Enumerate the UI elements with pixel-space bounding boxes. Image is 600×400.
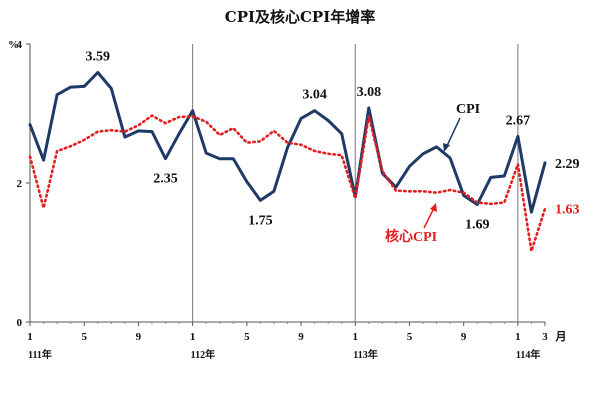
- series-label-cpi-arrow: [445, 117, 461, 149]
- data-label: 2.35: [153, 172, 178, 187]
- data-label: 3.04: [302, 88, 327, 103]
- series-label-core-cpi: 核心CPI: [385, 228, 437, 245]
- x-tick-label: 9: [298, 331, 304, 343]
- year-separators: [192, 44, 519, 322]
- core-cpi-series-line: [28, 114, 547, 253]
- x-tick-label: 1: [27, 331, 33, 343]
- y-tick-label: 0: [17, 317, 23, 329]
- data-label: 1.63: [555, 203, 580, 218]
- year-label: 112年: [191, 348, 215, 361]
- data-label: 1.69: [465, 218, 490, 233]
- labels-layer: 3.59 2.35 1.75 3.04 3.08 1.69 2.67 2.29 1.63 CPI 核…: [86, 49, 580, 245]
- x-tick-label: 5: [407, 331, 413, 343]
- year-label: 114年: [516, 348, 540, 361]
- y-tick-label: 4: [17, 39, 23, 51]
- series-label-cpi-arrowhead: [443, 143, 450, 152]
- data-label: 1.75: [248, 213, 273, 228]
- x-tick-label: 1: [353, 331, 359, 343]
- series-label-core-cpi-arrow: [423, 207, 435, 229]
- data-label: 2.67: [506, 113, 531, 128]
- year-label: 113年: [353, 348, 377, 361]
- x-tick-label: 5: [81, 331, 87, 343]
- x-axis-unit-label: 月: [555, 330, 567, 343]
- chart-title: CPI及核心CPI年增率: [225, 8, 375, 26]
- year-label: 111年: [28, 348, 52, 361]
- cpi-series-line: [28, 71, 547, 214]
- data-label: 2.29: [555, 157, 580, 172]
- series-layer: [28, 71, 547, 253]
- series-label-cpi: CPI: [456, 102, 480, 117]
- x-tick-label: 5: [244, 331, 250, 343]
- x-tick-label: 1: [190, 331, 196, 343]
- y-axis-unit-label: %: [8, 39, 19, 51]
- x-tick-label: 9: [461, 331, 467, 343]
- x-tick-label: 9: [136, 331, 142, 343]
- x-tick-label: 1: [515, 331, 521, 343]
- y-tick-label: 2: [17, 178, 23, 190]
- x-tick-label: 3: [542, 331, 548, 343]
- data-label: 3.59: [86, 49, 111, 64]
- series-label-core-cpi-arrowhead: [430, 203, 437, 212]
- data-label: 3.08: [357, 85, 382, 100]
- axes: 0 2 4 1 5 9 1 5 9 1 5 9 1 3 月 111年 112年 113年 114年: [17, 39, 567, 361]
